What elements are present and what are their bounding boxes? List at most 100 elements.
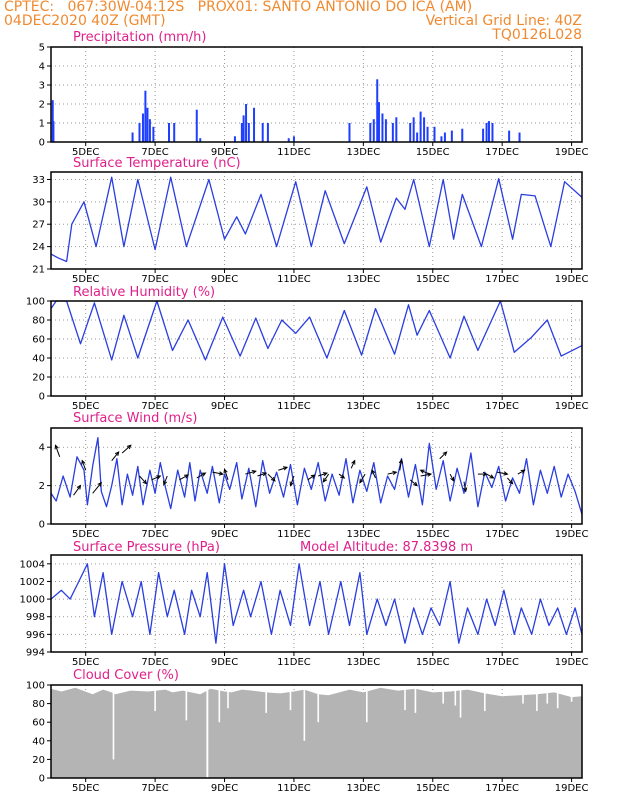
precip-bar xyxy=(395,117,398,142)
wind-arrow xyxy=(359,473,366,483)
wind-arrow xyxy=(267,473,276,482)
plot-border xyxy=(50,46,583,143)
wind-arrow-head xyxy=(282,466,289,471)
y-tick-label: 998 xyxy=(26,612,45,623)
cloud-dip xyxy=(570,685,573,702)
x-tick-label: 15DEC xyxy=(416,274,450,285)
y-tick-label: 2 xyxy=(39,100,45,111)
wind-arrow xyxy=(245,470,256,475)
precip-bar xyxy=(173,123,176,142)
y-tick-label: 60 xyxy=(32,718,45,729)
y-tick-label: 3 xyxy=(39,81,45,92)
panel-4: 0 2 4 5DEC 7DEC 9DEC 11DEC 13DEC 15DEC 17DEC 19DEC… xyxy=(39,411,589,540)
y-tick-label: 5 xyxy=(39,43,45,54)
x-tick-label: 11DEC xyxy=(277,783,311,794)
x-tick-label: 11DEC xyxy=(277,401,311,412)
x-tick-label: 13DEC xyxy=(346,783,380,794)
y-tick-label: 100 xyxy=(26,297,45,308)
x-tick-label: 9DEC xyxy=(211,274,238,285)
x-tick-label: 7DEC xyxy=(141,274,168,285)
cloud-dip xyxy=(454,685,457,706)
precip-bar xyxy=(381,113,384,142)
x-tick-label: 17DEC xyxy=(485,147,519,158)
precip-bar xyxy=(508,130,511,142)
panel-title: Surface Temperature (nC) xyxy=(73,156,241,171)
y-tick-label: 0 xyxy=(39,138,45,149)
plot-border xyxy=(50,684,583,779)
x-tick-label: 5DEC xyxy=(72,401,99,412)
wind-arrow xyxy=(463,481,467,492)
wind-arrow xyxy=(257,472,267,477)
x-tick-label: 17DEC xyxy=(485,401,519,412)
wind-arrow xyxy=(111,451,120,461)
wind-arrow-head xyxy=(81,459,86,465)
x-tick-label: 5DEC xyxy=(72,147,99,158)
precip-bar xyxy=(52,121,55,142)
x-tick-label: 19DEC xyxy=(555,274,589,285)
precip-bar xyxy=(419,111,422,142)
x-tick-label: 9DEC xyxy=(211,783,238,794)
x-tick-label: 7DEC xyxy=(141,147,168,158)
x-tick-label: 17DEC xyxy=(485,783,519,794)
wind-arrow-head xyxy=(489,474,495,479)
panel-title: Relative Humidity (%) xyxy=(73,285,215,300)
x-tick-label: 13DEC xyxy=(346,274,380,285)
wind-arrow xyxy=(212,471,223,475)
wind-arrow xyxy=(387,471,397,475)
precip-bar xyxy=(423,117,426,142)
wind-arrow-head xyxy=(54,444,59,450)
cloud-dip xyxy=(289,685,292,711)
x-tick-label: 19DEC xyxy=(555,783,589,794)
cloud-dip xyxy=(459,685,462,718)
precip-bar xyxy=(409,123,412,142)
x-tick-label: 7DEC xyxy=(141,783,168,794)
wind-arrow xyxy=(196,472,206,479)
wind-arrow-head xyxy=(163,480,168,486)
wind-arrow-head xyxy=(450,476,455,482)
cloud-dip xyxy=(317,685,320,723)
x-tick-label: 5DEC xyxy=(72,657,99,668)
precip-bar xyxy=(199,138,202,142)
plot-area xyxy=(51,555,582,652)
wind-arrow xyxy=(139,475,147,485)
wind-arrow-head xyxy=(142,479,148,485)
wind-arrow xyxy=(350,460,356,469)
wind-arrow xyxy=(409,479,418,486)
wind-arrow xyxy=(371,470,376,479)
wind-arrow-head xyxy=(462,487,468,493)
x-tick-label: 9DEC xyxy=(211,529,238,540)
y-tick-label: 994 xyxy=(26,648,45,659)
y-tick-label: 0 xyxy=(39,520,45,531)
temperature-line xyxy=(50,176,583,263)
x-tick-label: 15DEC xyxy=(416,529,450,540)
cloud-dip xyxy=(442,685,444,704)
panel-title: Precipitation (mm/h) xyxy=(73,30,206,45)
y-tick-label: 20 xyxy=(32,755,45,766)
precip-bar xyxy=(485,123,488,142)
y-tick-label: 100 xyxy=(26,681,45,692)
precip-bar xyxy=(138,123,141,142)
wind-arrow xyxy=(496,471,508,475)
precip-bar xyxy=(391,123,394,142)
cloud-dip xyxy=(522,685,524,704)
wind-arrow-head xyxy=(156,475,162,480)
cloud-cover-area xyxy=(51,687,582,778)
wind-arrow-head xyxy=(398,458,404,464)
wind-arrow xyxy=(439,451,447,460)
precip-bar xyxy=(242,115,245,142)
precip-bar xyxy=(450,130,453,142)
wind-arrow-head xyxy=(262,472,268,477)
y-tick-label: 996 xyxy=(26,630,45,641)
y-tick-label: 40 xyxy=(32,354,45,365)
wind-arrow xyxy=(151,475,161,481)
wind-arrow xyxy=(224,469,229,480)
x-tick-label: 15DEC xyxy=(416,783,450,794)
wind-arrow-head xyxy=(340,474,346,479)
wind-arrow xyxy=(92,482,102,494)
y-tick-label: 21 xyxy=(32,265,45,276)
precip-bar xyxy=(146,107,149,142)
wind-arrow-head xyxy=(392,470,398,475)
wind-arrow-head xyxy=(289,481,294,487)
x-tick-label: 17DEC xyxy=(485,274,519,285)
